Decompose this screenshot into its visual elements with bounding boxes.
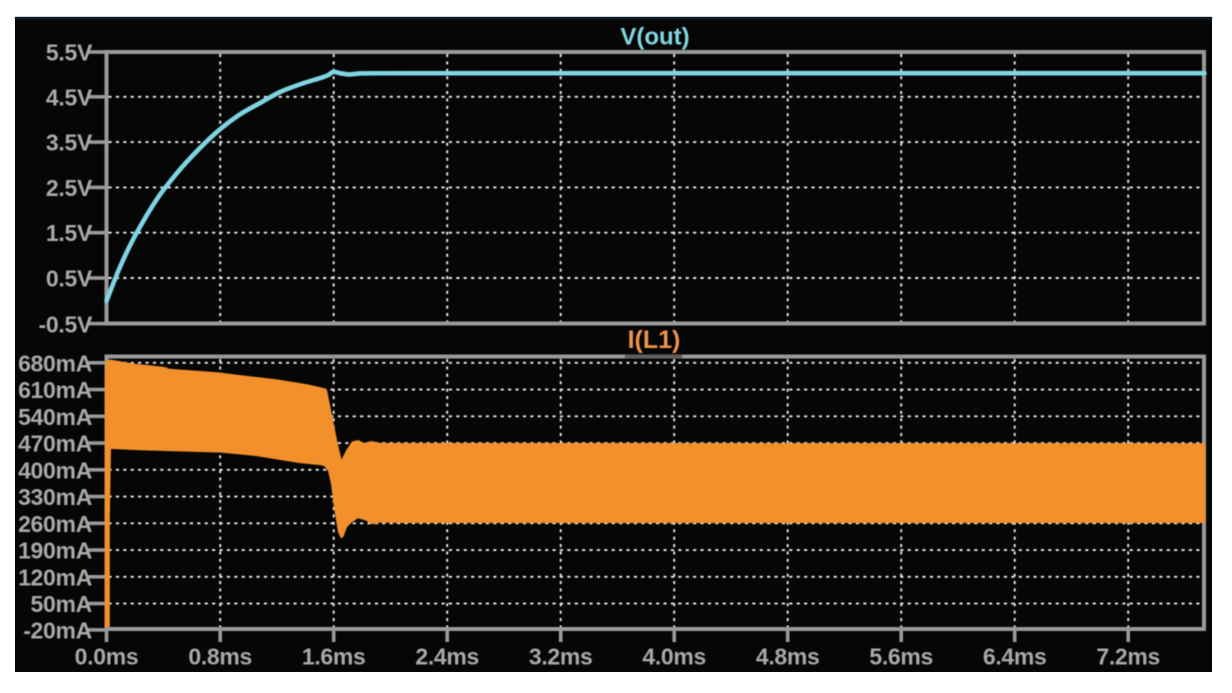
svg-text:3.2ms: 3.2ms <box>529 644 593 670</box>
svg-text:5.6ms: 5.6ms <box>869 644 933 670</box>
svg-text:V(out): V(out) <box>620 24 689 51</box>
svg-text:2.4ms: 2.4ms <box>415 644 479 670</box>
svg-text:6.4ms: 6.4ms <box>983 644 1047 670</box>
svg-text:-20mA: -20mA <box>23 618 92 644</box>
svg-text:1.5V: 1.5V <box>46 220 93 246</box>
svg-text:7.2ms: 7.2ms <box>1096 644 1160 670</box>
svg-text:330mA: 330mA <box>18 484 92 510</box>
svg-text:610mA: 610mA <box>18 377 92 403</box>
svg-text:3.5V: 3.5V <box>46 130 93 156</box>
svg-text:1.6ms: 1.6ms <box>302 644 366 670</box>
svg-text:0.8ms: 0.8ms <box>188 644 252 670</box>
svg-text:540mA: 540mA <box>18 404 92 430</box>
svg-text:190mA: 190mA <box>18 538 92 564</box>
svg-text:470mA: 470mA <box>18 431 92 457</box>
svg-text:2.5V: 2.5V <box>46 175 93 201</box>
svg-text:0.0ms: 0.0ms <box>75 644 139 670</box>
svg-text:400mA: 400mA <box>18 457 92 483</box>
svg-text:4.5V: 4.5V <box>46 84 93 110</box>
svg-text:I(L1): I(L1) <box>628 326 681 354</box>
svg-text:0.5V: 0.5V <box>46 266 93 292</box>
svg-text:260mA: 260mA <box>18 511 92 537</box>
svg-text:120mA: 120mA <box>18 564 92 590</box>
svg-text:5.5V: 5.5V <box>46 40 93 66</box>
svg-text:4.0ms: 4.0ms <box>642 644 706 670</box>
svg-text:4.8ms: 4.8ms <box>756 644 820 670</box>
svg-text:-0.5V: -0.5V <box>39 311 93 337</box>
svg-text:50mA: 50mA <box>31 591 92 617</box>
svg-text:680mA: 680mA <box>18 350 92 376</box>
